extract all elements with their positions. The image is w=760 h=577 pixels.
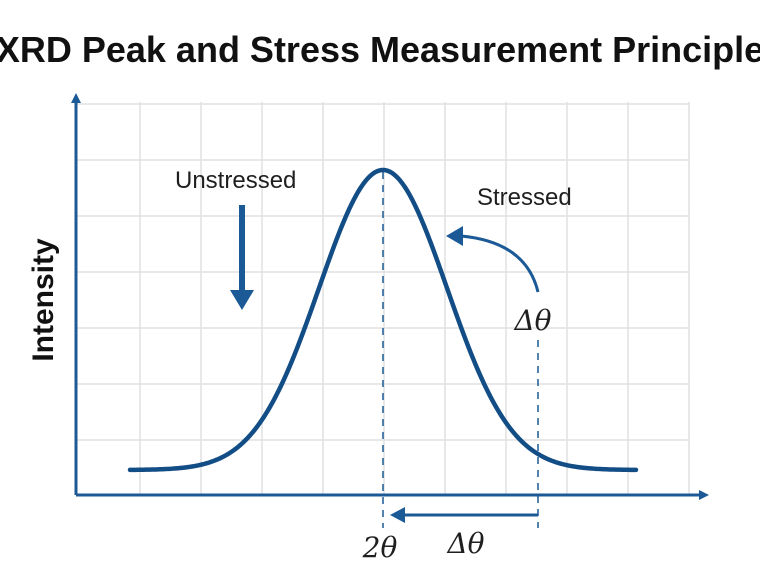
curved-arrow-icon	[446, 226, 540, 293]
delta-theta-lower-label: Δθ	[446, 527, 484, 560]
stressed-label: Stressed	[477, 184, 572, 211]
y-axis-label: Intensity	[27, 238, 60, 362]
delta-theta-upper-label: Δθ	[513, 304, 551, 337]
diagram-title: XRD Peak and Stress Measurement Principl…	[0, 29, 760, 70]
axes	[71, 93, 709, 500]
unstressed-label: Unstressed	[175, 167, 296, 194]
diffraction-peak-curve	[127, 167, 639, 473]
delta-theta-span-icon	[390, 507, 538, 523]
down-arrow-icon	[230, 205, 254, 310]
two-theta-label: 2θ	[362, 531, 398, 564]
